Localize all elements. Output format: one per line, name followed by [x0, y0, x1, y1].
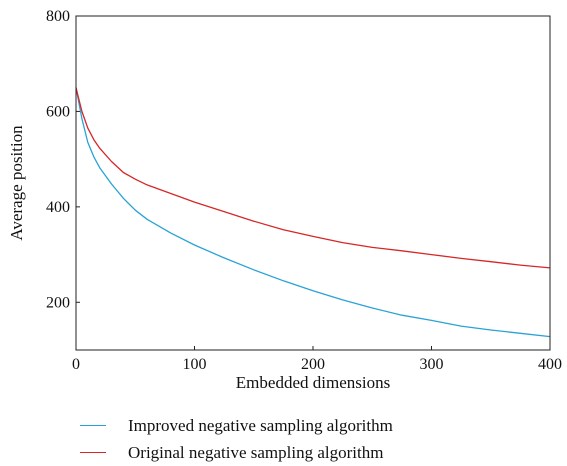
x-tick-label-100: 100	[183, 356, 207, 373]
y-axis-title: Average position	[7, 125, 26, 241]
y-tick-label-800: 800	[46, 8, 70, 25]
plot-lines	[75, 87, 551, 338]
x-tick-label-0: 0	[72, 356, 80, 373]
legend-item-original: Original negative sampling algorithm	[80, 439, 393, 466]
x-tick-label-400: 400	[538, 356, 562, 373]
legend-swatch-original	[80, 452, 106, 453]
series-line-improved	[75, 87, 551, 338]
legend-swatch-improved	[80, 425, 106, 426]
y-tick-label-600: 600	[46, 103, 70, 120]
legend-item-improved: Improved negative sampling algorithm	[80, 412, 393, 439]
line-chart: 200 400 600 800 0 100 200 300 400 Embedded dime…	[7, 8, 562, 392]
x-axis-ticks: 0 100 200 300 400	[72, 346, 562, 373]
x-tick-label-200: 200	[301, 356, 325, 373]
legend-label-improved: Improved negative sampling algorithm	[128, 415, 393, 435]
series-line-original	[75, 87, 551, 269]
y-axis-ticks: 200 400 600 800	[46, 8, 80, 311]
plot-frame	[75, 15, 551, 351]
x-axis-title: Embedded dimensions	[236, 373, 390, 392]
legend-label-original: Original negative sampling algorithm	[128, 442, 384, 462]
x-tick-label-300: 300	[420, 356, 444, 373]
y-tick-label-200: 200	[46, 294, 70, 311]
y-tick-label-400: 400	[46, 199, 70, 216]
legend: Improved negative sampling algorithm Ori…	[80, 412, 393, 466]
